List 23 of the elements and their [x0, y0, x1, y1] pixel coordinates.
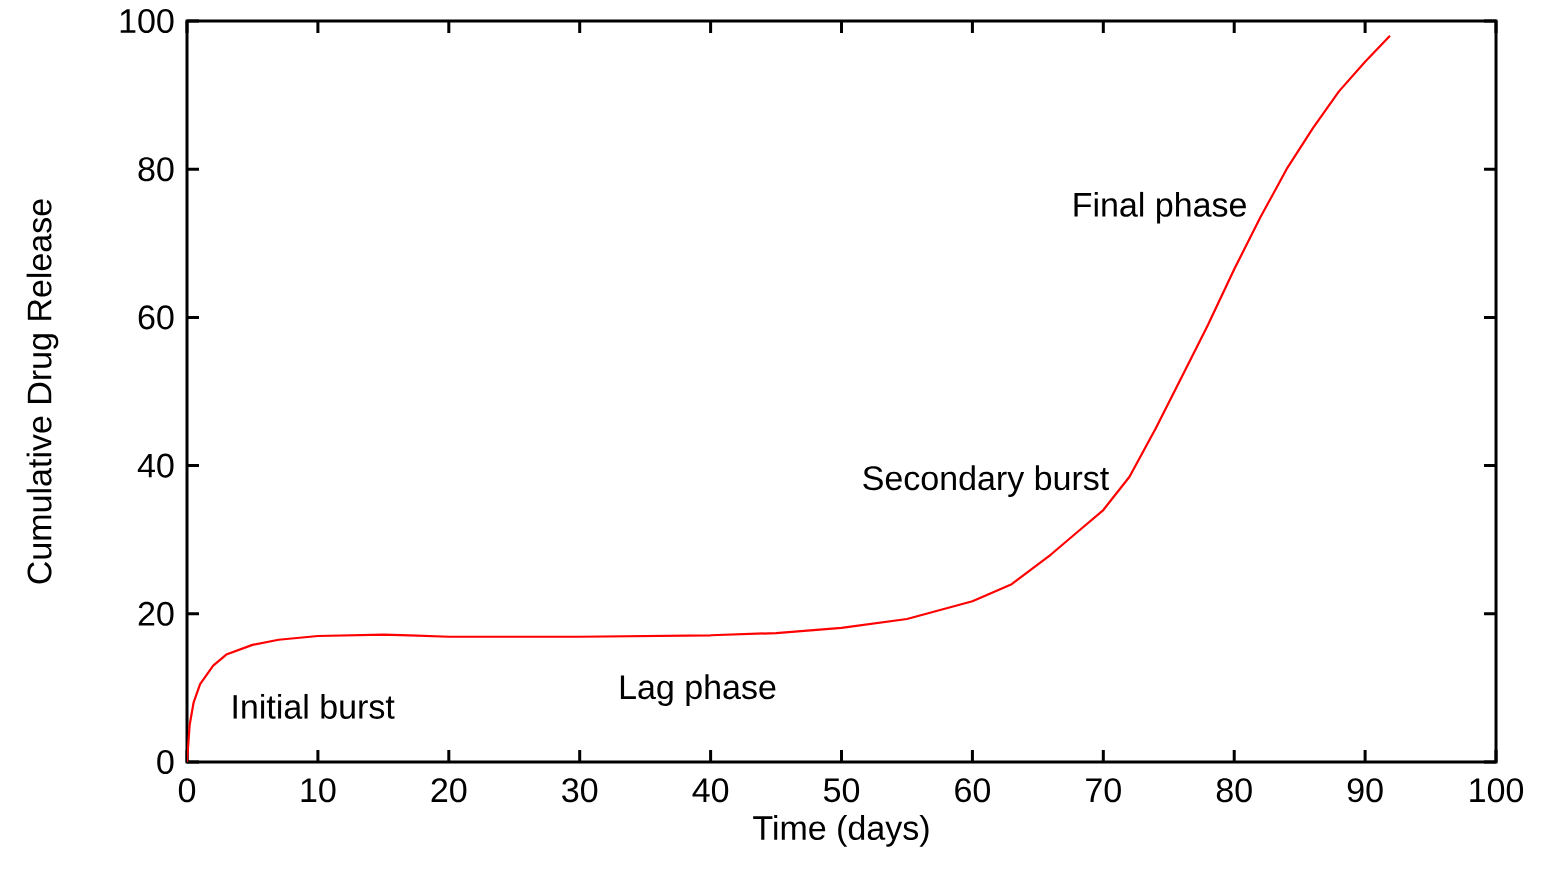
x-tick-label: 60: [955, 778, 990, 803]
x-tick-label: 90: [1347, 778, 1383, 803]
x-tick-label: 80: [1216, 778, 1252, 803]
y-tick-label: 80: [138, 157, 174, 182]
y-axis-title: Cumulative Drug Release: [26, 199, 59, 584]
x-axis-title: Time (days): [753, 815, 929, 847]
x-tick-label: 0: [178, 778, 196, 803]
y-tick-label: 20: [138, 601, 174, 626]
x-tick-label: 50: [823, 778, 860, 803]
x-tick-label: 100: [1470, 778, 1524, 803]
y-tick-label: 60: [138, 305, 174, 330]
x-tick-label: 30: [562, 778, 598, 803]
y-tick-label: 0: [157, 749, 174, 775]
annotation: Secondary burst: [863, 465, 1109, 497]
y-tick-label: 100: [120, 8, 174, 34]
x-tick-label: 40: [692, 778, 729, 803]
annotation: Final phase: [1074, 191, 1246, 224]
annotation: Lag phase: [620, 674, 776, 706]
x-tick-label: 20: [431, 778, 467, 803]
y-tick-label: 40: [137, 453, 174, 478]
annotation: Initial burst: [233, 693, 395, 719]
x-tick-label: 70: [1086, 778, 1121, 803]
x-tick-label: 10: [301, 778, 336, 803]
